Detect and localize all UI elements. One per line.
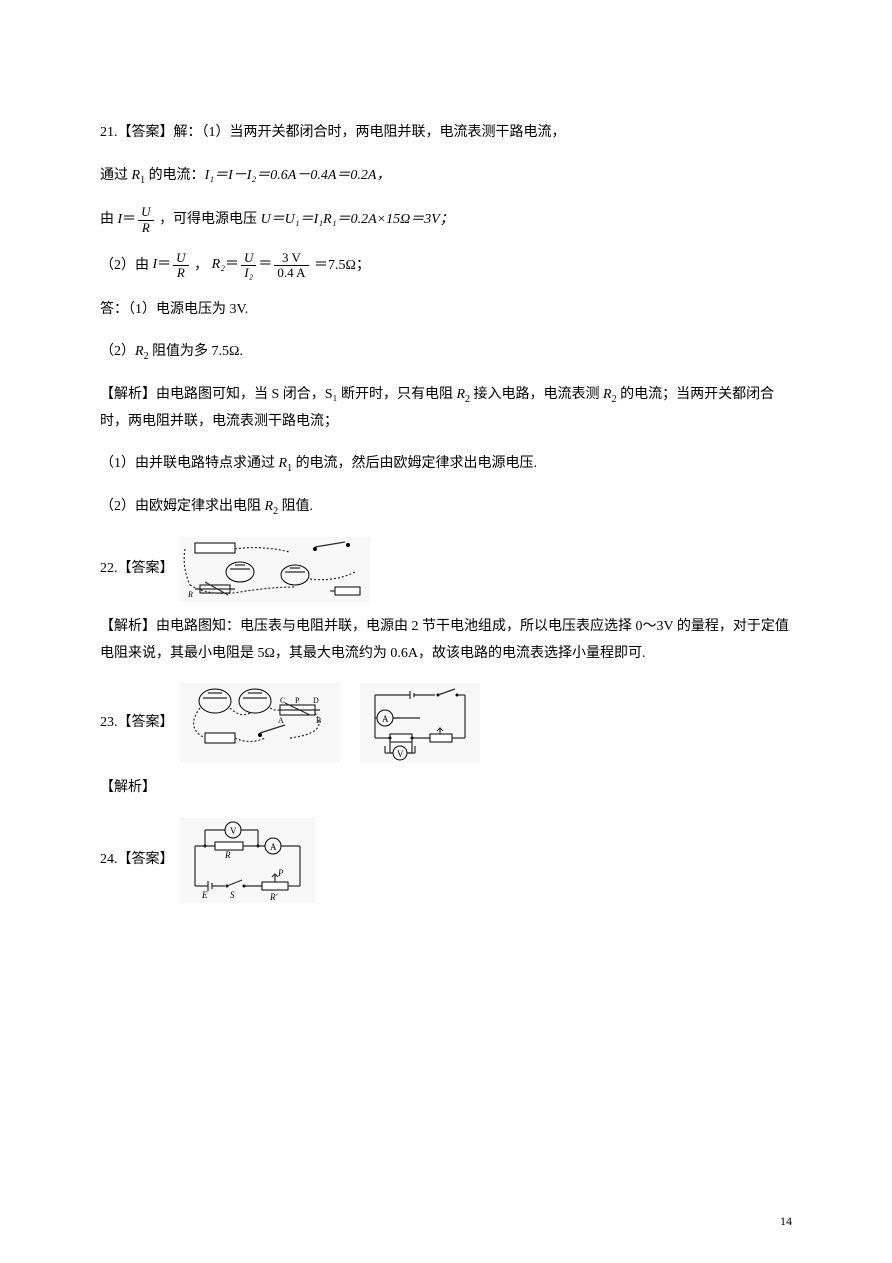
q22-circuit-diagram: R (180, 537, 370, 602)
q21-answer1: 答：（1）电源电压为 3V. (100, 297, 792, 324)
q21-line1-text: 21.【答案】解：（1）当两开关都闭合时，两电阻并联，电流表测干路电流， (100, 125, 566, 140)
formula-R2-calc: R₂ ＝ U I₂ ＝ 3 V 0.4 A (212, 251, 311, 281)
q21-line1: 21.【答案】解：（1）当两开关都闭合时，两电阻并联，电流表测干路电流， (100, 120, 792, 147)
q23-explain: 【解析】 (100, 775, 792, 802)
q23-answer: 23.【答案】 C P D A B (100, 683, 792, 763)
q24-label: 24.【答案】 (100, 847, 174, 874)
svg-text:D: D (313, 696, 319, 705)
svg-text:A: A (270, 842, 277, 852)
svg-text:R': R' (269, 892, 278, 902)
q23-circuit-schematic: A V (360, 683, 480, 763)
q22-answer: 22.【答案】 R (100, 537, 792, 602)
q21-line4: （2）由 I ＝ U R ， R₂ ＝ U I₂ ＝ 3 V 0.4 A ＝7.… (100, 251, 792, 281)
q22-explain: 【解析】由电路图知：电压表与电阻并联，电源由 2 节干电池组成，所以电压表应选择… (100, 614, 792, 667)
page-number: 14 (780, 1210, 792, 1233)
q24-circuit-diagram: V R A E S (180, 818, 315, 903)
svg-text:A: A (382, 714, 389, 724)
q22-label: 22.【答案】 (100, 556, 174, 583)
q21-answer2: （2）R2 阻值为多 7.5Ω. (100, 339, 792, 366)
svg-text:P: P (295, 696, 300, 705)
q21-explain3: （2）由欧姆定律求出电阻 R2 阻值. (100, 494, 792, 521)
svg-text:E: E (201, 890, 208, 900)
q23-circuit-physical: C P D A B (180, 683, 340, 763)
svg-text:P: P (277, 868, 284, 878)
svg-text:V: V (230, 826, 237, 836)
formula-I-eq-U-over-R-2: I ＝ U R (153, 251, 191, 281)
svg-text:V: V (397, 749, 404, 759)
svg-text:S: S (230, 890, 235, 900)
q21-explain1: 【解析】由电路图可知，当 S 闭合，S₁ 断开时，只有电阻 R2 接入电路，电流… (100, 382, 792, 435)
q21-line3: 由 I ＝ U R ，可得电源电压 U＝U₁＝I₁R₁＝0.2A×15Ω＝3V； (100, 205, 792, 235)
formula-I-eq-U-over-R: I ＝ U R (118, 205, 156, 235)
q21-explain2: （1）由并联电路特点求通过 R1 的电流，然后由欧姆定律求出电源电压. (100, 451, 792, 478)
svg-text:A: A (278, 716, 284, 725)
svg-text:C: C (280, 696, 285, 705)
svg-text:R: R (187, 590, 193, 599)
q23-label: 23.【答案】 (100, 710, 174, 737)
svg-text:R: R (224, 850, 231, 860)
q21-line2: 通过 R1 的电流：I₁＝I－I₂＝0.6A－0.4A＝0.2A， (100, 163, 792, 190)
q24-answer: 24.【答案】 V R A (100, 818, 792, 903)
